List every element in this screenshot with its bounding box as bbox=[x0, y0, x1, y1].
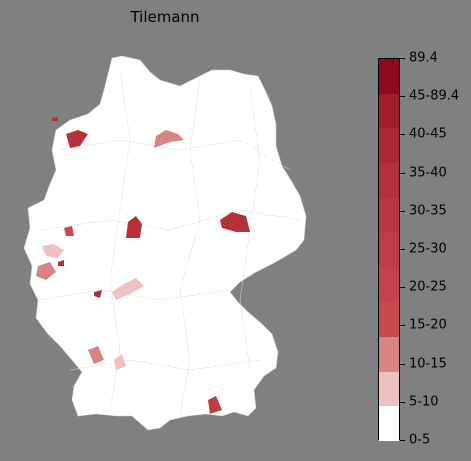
colorbar-segment bbox=[379, 232, 399, 268]
district-west-center bbox=[126, 216, 142, 238]
colorbar-tick bbox=[400, 325, 405, 327]
colorbar-tick-label: 89.4 bbox=[409, 50, 438, 66]
colorbar-segment bbox=[379, 336, 399, 373]
colorbar-tick-label: 15-20 bbox=[409, 317, 447, 333]
district-north bbox=[154, 130, 184, 148]
district-south-west-2 bbox=[114, 354, 126, 370]
colorbar-segment bbox=[379, 128, 399, 164]
colorbar-tick-label: 35-40 bbox=[409, 165, 447, 181]
district-center-south bbox=[112, 278, 144, 300]
district-coast bbox=[52, 117, 58, 121]
district-south-west-1 bbox=[88, 346, 104, 364]
colorbar-tick bbox=[400, 363, 405, 365]
colorbar-segment bbox=[379, 371, 399, 407]
colorbar-segment bbox=[379, 59, 399, 95]
district-east bbox=[220, 212, 250, 232]
colorbar-tick bbox=[400, 210, 405, 212]
colorbar-tick-label: 25-30 bbox=[409, 241, 447, 257]
district-west-1 bbox=[42, 244, 64, 258]
colorbar-tick-label: 10-15 bbox=[409, 356, 447, 372]
colorbar-segment bbox=[379, 163, 399, 199]
colorbar-tick-label: 45-89.4 bbox=[409, 88, 460, 104]
district-west-2 bbox=[36, 262, 56, 280]
germany-outline bbox=[23, 55, 307, 431]
district-south-east bbox=[208, 396, 222, 414]
district-north-west bbox=[66, 130, 88, 148]
colorbar-tick bbox=[400, 249, 405, 250]
colorbar-tick bbox=[400, 172, 405, 174]
colorbar-tick bbox=[400, 440, 405, 441]
colorbar-tick-label: 5-10 bbox=[409, 394, 439, 410]
colorbar-tick bbox=[400, 96, 405, 98]
colorbar-segment bbox=[379, 267, 399, 303]
colorbar-segment bbox=[379, 406, 399, 442]
colorbar-tick bbox=[400, 401, 405, 403]
highlighted-districts bbox=[36, 117, 250, 414]
colorbar-segment bbox=[379, 197, 399, 234]
map-title: Tilemann bbox=[130, 8, 200, 26]
district-west-3 bbox=[64, 226, 74, 236]
district-west-4 bbox=[58, 260, 64, 266]
colorbar-tick-label: 40-45 bbox=[409, 126, 447, 142]
colorbar-tick-label: 0-5 bbox=[409, 432, 431, 448]
colorbar-tick-label: 20-25 bbox=[409, 279, 447, 295]
colorbar bbox=[378, 58, 400, 442]
colorbar-segment bbox=[379, 93, 399, 129]
colorbar-tick bbox=[400, 58, 405, 59]
colorbar-segment bbox=[379, 302, 399, 338]
district-center-small bbox=[94, 290, 102, 298]
colorbar-tick-label: 30-35 bbox=[409, 203, 447, 219]
colorbar-tick bbox=[400, 287, 405, 289]
colorbar-tick bbox=[400, 134, 405, 136]
